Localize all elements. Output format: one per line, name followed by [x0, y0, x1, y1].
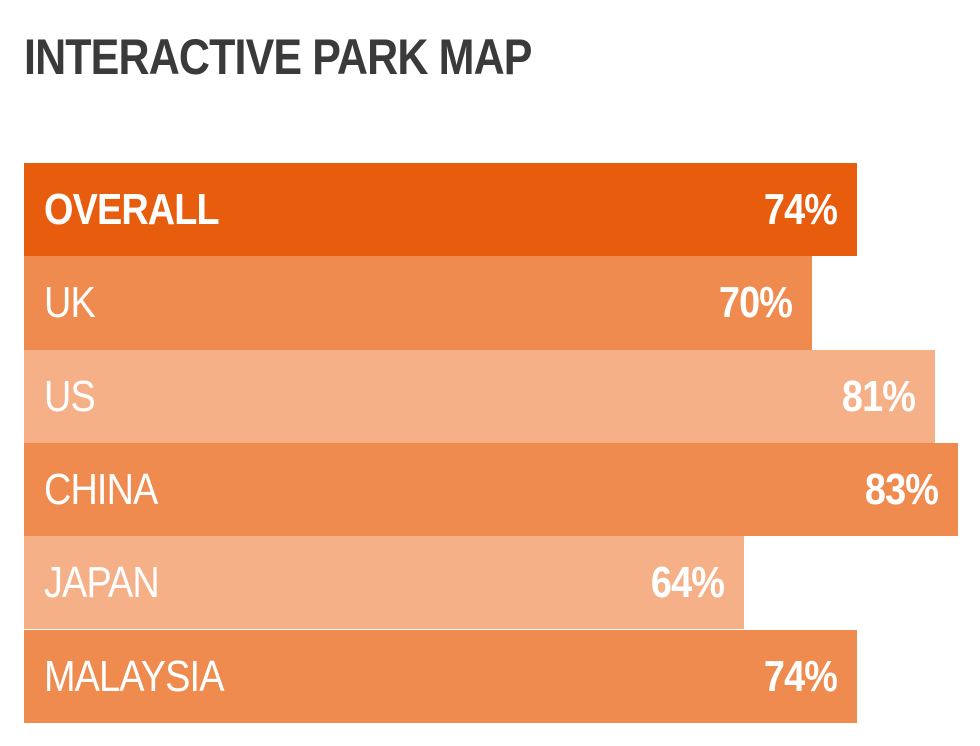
- bar-uk: UK 70%: [24, 256, 812, 350]
- bar-label-malaysia: MALAYSIA: [44, 651, 224, 701]
- bar-us: US 81%: [24, 349, 935, 443]
- bar-label-us: US: [44, 371, 96, 421]
- bar-chart: OVERALL 74% UK 70% US 81% CHINA 83% JAPAN 64% MALA…: [24, 163, 964, 723]
- bar-value-us: 81%: [841, 371, 916, 421]
- bar-label-japan: JAPAN: [44, 558, 160, 608]
- bar-value-china: 83%: [864, 464, 939, 514]
- bar-value-uk: 70%: [718, 278, 793, 328]
- bar-label-china: CHINA: [44, 464, 158, 514]
- bar-japan: JAPAN 64%: [24, 536, 744, 630]
- bar-label-uk: UK: [44, 278, 96, 328]
- bar-value-overall: 74%: [763, 185, 838, 234]
- bar-overall: OVERALL 74%: [24, 163, 857, 257]
- bar-value-japan: 64%: [650, 558, 725, 608]
- bar-label-overall: OVERALL: [44, 185, 220, 234]
- bar-china: CHINA 83%: [24, 442, 958, 537]
- bar-malaysia: MALAYSIA 74%: [24, 629, 857, 723]
- chart-title: INTERACTIVE PARK MAP: [24, 29, 532, 85]
- bar-value-malaysia: 74%: [763, 651, 838, 701]
